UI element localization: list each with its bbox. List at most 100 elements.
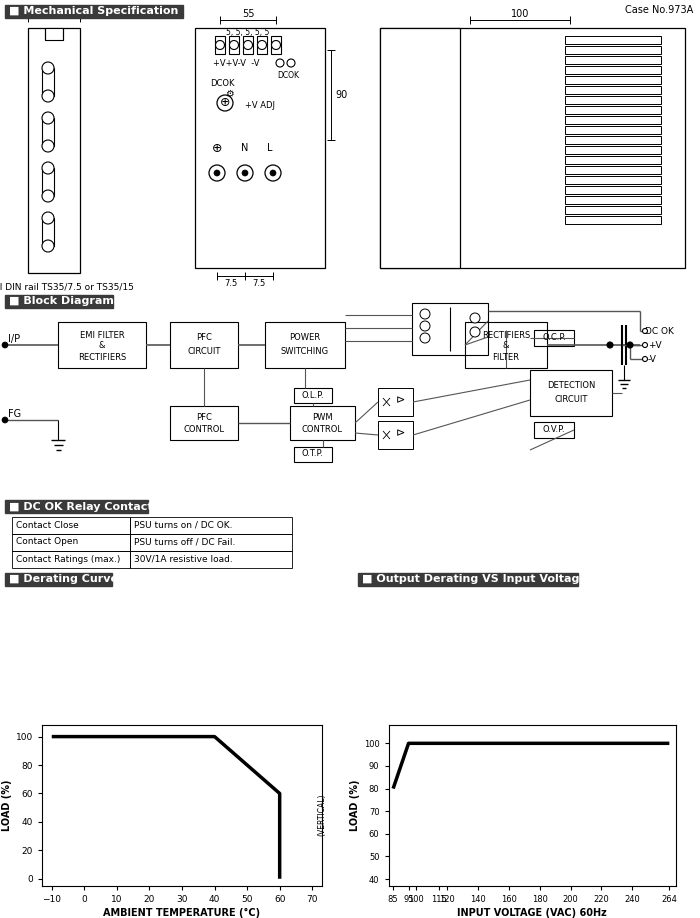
Text: O.L.P.: O.L.P. bbox=[302, 390, 324, 399]
Bar bbox=[378, 388, 413, 416]
Y-axis label: LOAD (%): LOAD (%) bbox=[349, 779, 360, 832]
Bar bbox=[530, 370, 612, 416]
Circle shape bbox=[242, 170, 248, 176]
Circle shape bbox=[420, 321, 430, 331]
Circle shape bbox=[265, 165, 281, 181]
Circle shape bbox=[643, 329, 648, 333]
Bar bbox=[565, 46, 661, 54]
X-axis label: AMBIENT TEMPERATURE (°C): AMBIENT TEMPERATURE (°C) bbox=[104, 908, 260, 918]
Text: N: N bbox=[241, 143, 248, 153]
Bar bbox=[565, 106, 661, 114]
Text: FILTER: FILTER bbox=[493, 353, 519, 363]
Text: +V ADJ: +V ADJ bbox=[245, 100, 275, 109]
Text: I/P: I/P bbox=[8, 334, 20, 344]
Text: ■ Output Derating VS Input Voltage: ■ Output Derating VS Input Voltage bbox=[362, 575, 587, 585]
Text: Case No.973A    Unit:mm: Case No.973A Unit:mm bbox=[625, 5, 700, 15]
Text: ⚙: ⚙ bbox=[225, 89, 234, 99]
Bar bbox=[42, 68, 54, 96]
Circle shape bbox=[42, 190, 54, 202]
Circle shape bbox=[276, 59, 284, 67]
Text: O.C.P.: O.C.P. bbox=[542, 333, 566, 342]
Text: &: & bbox=[503, 341, 510, 351]
Circle shape bbox=[2, 342, 8, 348]
Circle shape bbox=[627, 342, 633, 348]
Bar bbox=[42, 118, 54, 146]
Text: DCOK: DCOK bbox=[277, 72, 299, 81]
Text: O.V.P.: O.V.P. bbox=[542, 426, 566, 434]
Text: CIRCUIT: CIRCUIT bbox=[554, 396, 588, 405]
Bar bbox=[378, 421, 413, 449]
Text: ■ Derating Curve: ■ Derating Curve bbox=[9, 575, 118, 585]
Circle shape bbox=[287, 59, 295, 67]
Circle shape bbox=[470, 313, 480, 323]
Bar bbox=[5, 573, 112, 586]
Text: CONTROL: CONTROL bbox=[302, 426, 343, 434]
Bar bbox=[565, 156, 661, 164]
Text: 35: 35 bbox=[48, 5, 60, 15]
Text: +V: +V bbox=[648, 341, 662, 350]
Circle shape bbox=[258, 40, 267, 50]
Bar bbox=[12, 534, 130, 551]
Bar bbox=[565, 186, 661, 194]
Y-axis label: LOAD (%): LOAD (%) bbox=[1, 779, 12, 832]
Bar bbox=[380, 28, 685, 268]
Text: SWITCHING: SWITCHING bbox=[281, 346, 329, 355]
Text: PSU turns off / DC Fail.: PSU turns off / DC Fail. bbox=[134, 538, 235, 546]
Bar bbox=[58, 322, 146, 368]
Text: ⊳: ⊳ bbox=[395, 395, 405, 405]
Circle shape bbox=[607, 342, 613, 348]
Bar bbox=[257, 36, 267, 54]
Bar bbox=[42, 168, 54, 196]
Circle shape bbox=[272, 40, 281, 50]
X-axis label: INPUT VOLTAGE (VAC) 60Hz: INPUT VOLTAGE (VAC) 60Hz bbox=[457, 908, 607, 918]
Circle shape bbox=[237, 165, 253, 181]
Bar bbox=[465, 322, 547, 368]
Circle shape bbox=[420, 309, 430, 319]
Text: -V: -V bbox=[648, 354, 657, 364]
Circle shape bbox=[270, 170, 276, 176]
Text: 55: 55 bbox=[241, 9, 254, 19]
Text: ■ Block Diagram: ■ Block Diagram bbox=[9, 297, 114, 307]
Circle shape bbox=[42, 90, 54, 102]
Bar bbox=[294, 447, 332, 462]
Text: Contact Close: Contact Close bbox=[16, 521, 78, 530]
Bar bbox=[12, 517, 130, 534]
Circle shape bbox=[42, 112, 54, 124]
Text: ⊕: ⊕ bbox=[211, 141, 223, 154]
Text: ⊳: ⊳ bbox=[395, 428, 405, 438]
Bar bbox=[534, 422, 574, 438]
Text: ⊕: ⊕ bbox=[220, 96, 230, 109]
Text: CONTROL: CONTROL bbox=[183, 426, 225, 434]
Text: L: L bbox=[267, 143, 273, 153]
Bar bbox=[130, 517, 292, 534]
Bar bbox=[565, 136, 661, 144]
Bar bbox=[130, 551, 292, 568]
Text: DC OK: DC OK bbox=[645, 327, 674, 335]
Bar bbox=[290, 406, 355, 440]
Text: RECTIFIERS: RECTIFIERS bbox=[482, 330, 530, 340]
Text: Contact Ratings (max.): Contact Ratings (max.) bbox=[16, 554, 120, 564]
Bar bbox=[170, 322, 238, 368]
Text: Install DIN rail TS35/7.5 or TS35/15: Install DIN rail TS35/7.5 or TS35/15 bbox=[0, 283, 134, 292]
Circle shape bbox=[244, 40, 253, 50]
Text: DCOK: DCOK bbox=[210, 80, 235, 88]
Bar bbox=[5, 295, 113, 308]
Text: EMI FILTER: EMI FILTER bbox=[80, 330, 125, 340]
Circle shape bbox=[42, 62, 54, 74]
Text: O.T.P.: O.T.P. bbox=[302, 450, 324, 458]
Circle shape bbox=[470, 327, 480, 337]
Circle shape bbox=[217, 95, 233, 111]
Bar bbox=[265, 322, 345, 368]
Text: ■ Mechanical Specification: ■ Mechanical Specification bbox=[9, 6, 178, 17]
Text: Contact Open: Contact Open bbox=[16, 538, 78, 546]
Bar bbox=[565, 76, 661, 84]
Text: PSU turns on / DC OK.: PSU turns on / DC OK. bbox=[134, 521, 232, 530]
Bar bbox=[42, 218, 54, 246]
Bar bbox=[215, 36, 225, 54]
Bar bbox=[565, 86, 661, 94]
Text: POWER: POWER bbox=[289, 332, 321, 341]
Circle shape bbox=[42, 140, 54, 152]
Text: DETECTION: DETECTION bbox=[547, 380, 595, 389]
Circle shape bbox=[643, 356, 648, 362]
Bar bbox=[5, 500, 148, 513]
